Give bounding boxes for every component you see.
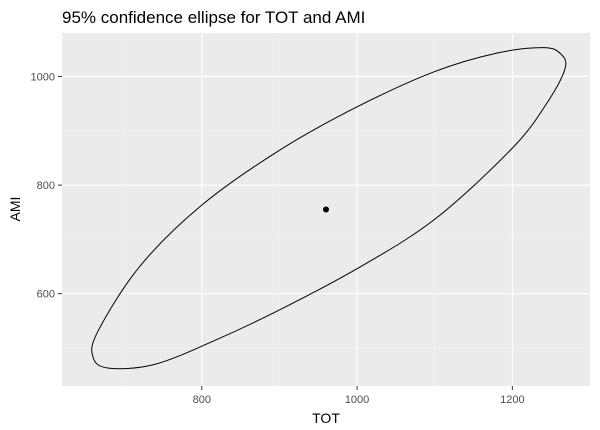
y-tick-label: 600: [37, 289, 55, 301]
major-gridlines: [62, 33, 590, 386]
x-tick-label: 1200: [500, 394, 524, 406]
y-tick-label: 1000: [31, 71, 55, 83]
x-tick-label: 800: [193, 394, 211, 406]
confidence-ellipse: [91, 47, 567, 370]
minor-gridlines: [62, 33, 590, 386]
x-tick-label: 1000: [345, 394, 369, 406]
x-axis-ticks: 800 1000 1200: [193, 386, 525, 406]
y-tick-label: 800: [37, 180, 55, 192]
x-axis-title: TOT: [312, 410, 340, 426]
center-point: [323, 206, 329, 213]
y-axis-ticks: 600 800 1000: [31, 71, 62, 301]
chart-title: 95% confidence ellipse for TOT and AMI: [62, 8, 365, 27]
y-axis-title: AMI: [7, 197, 23, 222]
